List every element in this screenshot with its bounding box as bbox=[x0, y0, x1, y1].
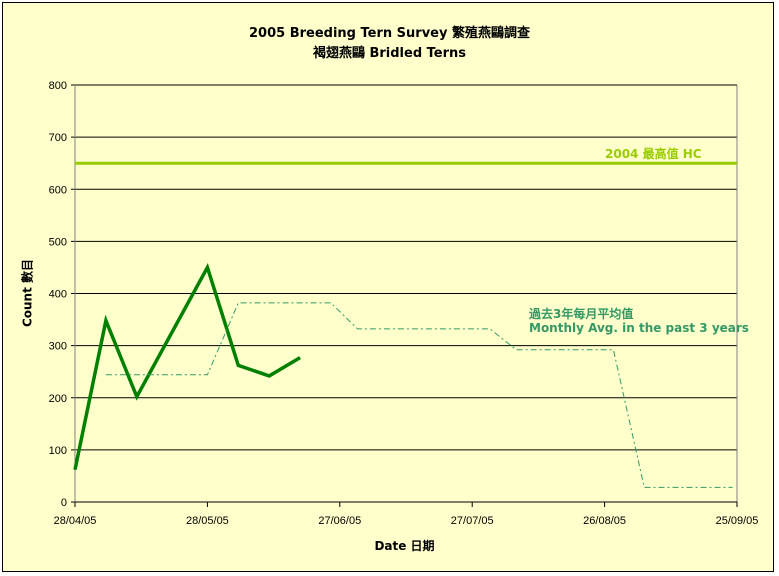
y-tick-label: 0 bbox=[61, 497, 67, 509]
chart-title: 2005 Breeding Tern Survey 繁殖燕鷗調查 bbox=[249, 26, 530, 41]
x-tick-label: 27/06/05 bbox=[318, 515, 361, 527]
y-tick-label: 800 bbox=[49, 80, 67, 92]
chart-subtitle: 褐翅燕鷗 Bridled Terns bbox=[312, 46, 467, 61]
x-tick-label: 26/08/05 bbox=[583, 515, 626, 527]
y-tick-label: 500 bbox=[49, 236, 67, 248]
avg-annotation-english: Monthly Avg. in the past 3 years bbox=[529, 321, 749, 335]
x-tick-label: 25/09/05 bbox=[716, 515, 759, 527]
hc-annotation: 2004 最高值 HC bbox=[605, 147, 702, 161]
y-tick-label: 100 bbox=[49, 445, 67, 457]
y-tick-label: 200 bbox=[49, 393, 67, 405]
x-axis-label: Date 日期 bbox=[374, 539, 435, 553]
survey-count-series-line bbox=[73, 262, 301, 471]
avg-annotation-chinese: 過去3年每月平均值 bbox=[529, 307, 634, 321]
x-tick-label: 28/04/05 bbox=[54, 515, 97, 527]
x-tick-label: 27/07/05 bbox=[451, 515, 494, 527]
y-tick-label: 400 bbox=[49, 289, 67, 301]
monthly-avg-series-line bbox=[105, 302, 733, 488]
y-tick-label: 300 bbox=[49, 341, 67, 353]
x-tick-label: 28/05/05 bbox=[186, 515, 229, 527]
y-axis-label: Count 數目 bbox=[20, 258, 35, 328]
y-tick-label: 600 bbox=[49, 184, 67, 196]
y-tick-label: 700 bbox=[49, 132, 67, 144]
